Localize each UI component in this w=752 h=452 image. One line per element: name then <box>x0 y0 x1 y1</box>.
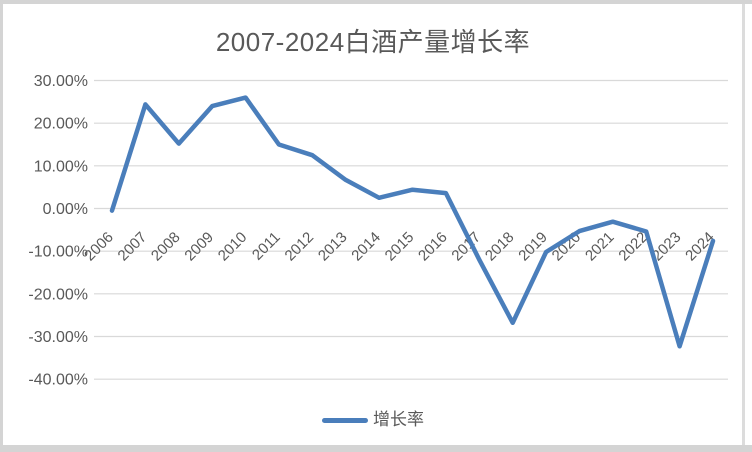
y-axis-label: -10.00% <box>28 244 88 261</box>
x-axis-label: 2016 <box>415 229 451 265</box>
y-axis-label: 20.00% <box>34 116 88 133</box>
chart-title: 2007-2024白酒产量增长率 <box>215 27 531 57</box>
x-axis-label: 2011 <box>249 229 284 264</box>
y-axis-label: 10.00% <box>34 158 88 175</box>
x-axis-label: 2010 <box>215 229 251 265</box>
legend: 增长率 <box>0 406 746 434</box>
x-axis-label: 2019 <box>515 229 551 265</box>
frame-border-bottom <box>0 445 752 452</box>
y-axis-label: -30.00% <box>28 329 88 346</box>
x-axis-label: 2012 <box>282 229 318 265</box>
x-axis-label: 2018 <box>482 229 518 265</box>
x-axis-label: 2015 <box>382 229 418 265</box>
x-axis-label: 2007 <box>115 229 151 265</box>
x-axis-label: 2009 <box>181 229 217 265</box>
frame-border-top <box>0 0 752 4</box>
frame-border-left <box>0 0 3 452</box>
x-axis-label: 2021 <box>582 229 618 265</box>
x-axis-label: 2008 <box>148 229 184 265</box>
y-axis-label: -40.00% <box>28 372 88 389</box>
y-axis-label: -20.00% <box>28 286 88 303</box>
y-axis-label: 0.00% <box>43 201 88 218</box>
x-axis-label: 2013 <box>315 229 351 265</box>
legend-label: 增长率 <box>373 410 424 429</box>
x-axis-label: 2014 <box>348 229 384 265</box>
x-axis-label: 2006 <box>81 229 117 265</box>
y-axis-label: 30.00% <box>34 73 88 90</box>
legend-line-swatch-icon <box>322 417 368 423</box>
growth-rate-line <box>109 95 716 349</box>
